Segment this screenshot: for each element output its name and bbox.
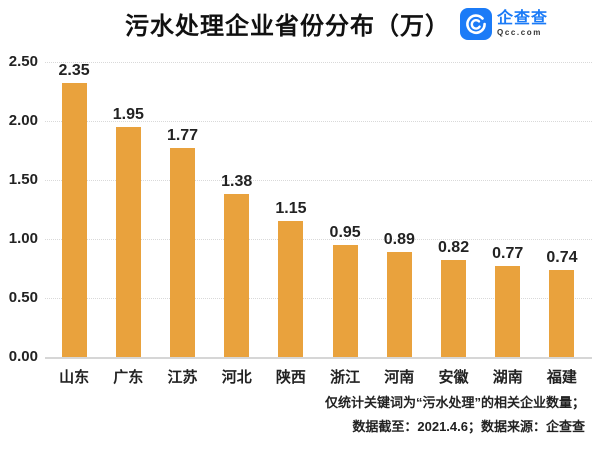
bar-column: 0.89 河南 [372,62,426,386]
gridline [45,180,592,181]
bar [170,148,195,357]
x-tick-label: 河北 [221,369,252,386]
chart-title: 污水处理企业省份分布（万） [125,13,450,40]
bar [332,244,358,357]
footer-note-line1: 仅统计关键词为“污水处理”的相关企业数量； [324,394,585,410]
bar-value-label: 0.89 [383,230,415,248]
x-tick-label: 陕西 [275,369,306,386]
bar-value-label: 0.95 [329,223,361,241]
bar-value-label: 0.77 [492,245,524,263]
x-tick-label: 福建 [546,369,577,386]
bar-column: 1.38 河北 [210,62,264,386]
bar-column: 1.77 江苏 [155,62,209,386]
qcc-logo-icon [460,7,492,40]
bar-column: 1.15 陕西 [264,62,318,386]
gridline [45,62,592,63]
header: 污水处理企业省份分布（万） 企查查 Qcc.com [125,6,548,41]
x-axis-line [45,357,592,359]
y-tick-label: 2.50 [8,53,38,71]
x-tick-label: 广东 [113,369,144,386]
bar-value-label: 1.15 [275,200,307,218]
bar [278,221,304,357]
bar-value-label: 1.77 [166,127,199,145]
bar-value-label: 0.82 [437,239,470,257]
bar-value-label: 1.38 [221,173,253,191]
x-tick-label: 浙江 [330,369,361,386]
bar-columns: 2.35 山东 1.95 广东 1.77 江苏 1.38 河北 1.15 陕西 0.95 浙江 0.89… [47,62,589,386]
gridline [45,239,592,240]
bar [224,194,250,357]
bar-column: 0.95 浙江 [318,62,372,386]
bar-value-label: 0.74 [546,248,578,266]
bar [441,260,467,357]
y-tick-label: 1.00 [8,230,38,248]
bar-column: 0.74 福建 [535,62,589,386]
bar [61,83,87,357]
bar [495,266,521,357]
qcc-logo: 企查查 Qcc.com [460,7,549,40]
bar-column: 0.77 湖南 [481,62,535,386]
gridline [45,298,592,299]
bar [549,269,575,357]
gridline [45,121,592,122]
bar-chart: 0.00 0.50 1.00 1.50 2.00 2.50 2.35 山东 1.95 广东 1.77… [9,53,592,386]
x-tick-label: 湖南 [492,369,523,386]
y-tick-label: 1.50 [8,171,38,189]
y-tick-label: 0.00 [8,348,38,366]
x-tick-label: 山东 [59,369,90,386]
x-tick-label: 安徽 [438,369,469,386]
y-tick-label: 2.00 [8,112,38,130]
x-tick-label: 江苏 [167,369,198,386]
qcc-logo-domain: Qcc.com [497,27,542,37]
bar-column: 0.82 安徽 [426,62,480,386]
bar [115,126,141,357]
bar-value-label: 2.35 [58,62,90,79]
qcc-logo-name: 企查查 [497,9,549,27]
bar [386,251,412,357]
y-tick-label: 0.50 [8,289,38,307]
footer-note-line2: 数据截至：2021.4.6；数据来源：企查查 [352,419,585,435]
bar-column: 2.35 山东 [47,62,101,386]
bar-value-label: 1.95 [112,105,144,123]
footer-notes: 仅统计关键词为“污水处理”的相关企业数量； 数据截至：2021.4.6；数据来源… [325,391,585,440]
x-tick-label: 河南 [384,369,415,386]
bar-column: 1.95 广东 [101,62,155,386]
qcc-logo-text: 企查查 Qcc.com [497,9,549,37]
